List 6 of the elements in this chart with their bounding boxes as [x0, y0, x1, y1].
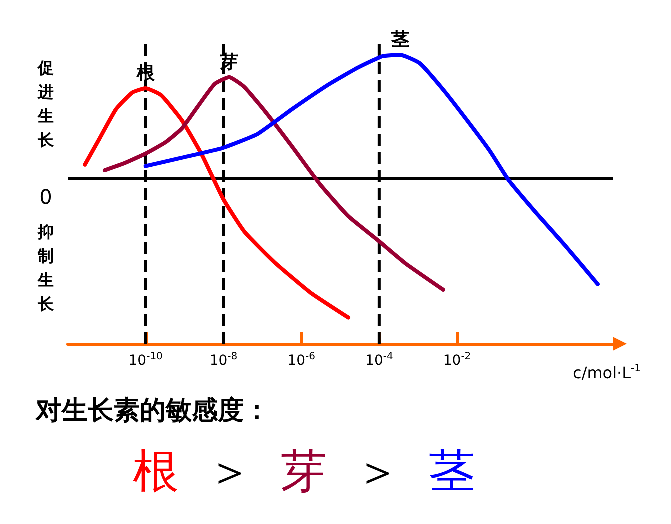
- series-label: 茎: [390, 30, 410, 51]
- text: 促进生长: [37, 58, 55, 150]
- ref-line-label: 0: [40, 184, 52, 209]
- text: 对生长素的敏感度：: [35, 396, 270, 426]
- text: 根＞芽＞茎: [133, 444, 475, 498]
- text: 抑制生长: [37, 222, 55, 314]
